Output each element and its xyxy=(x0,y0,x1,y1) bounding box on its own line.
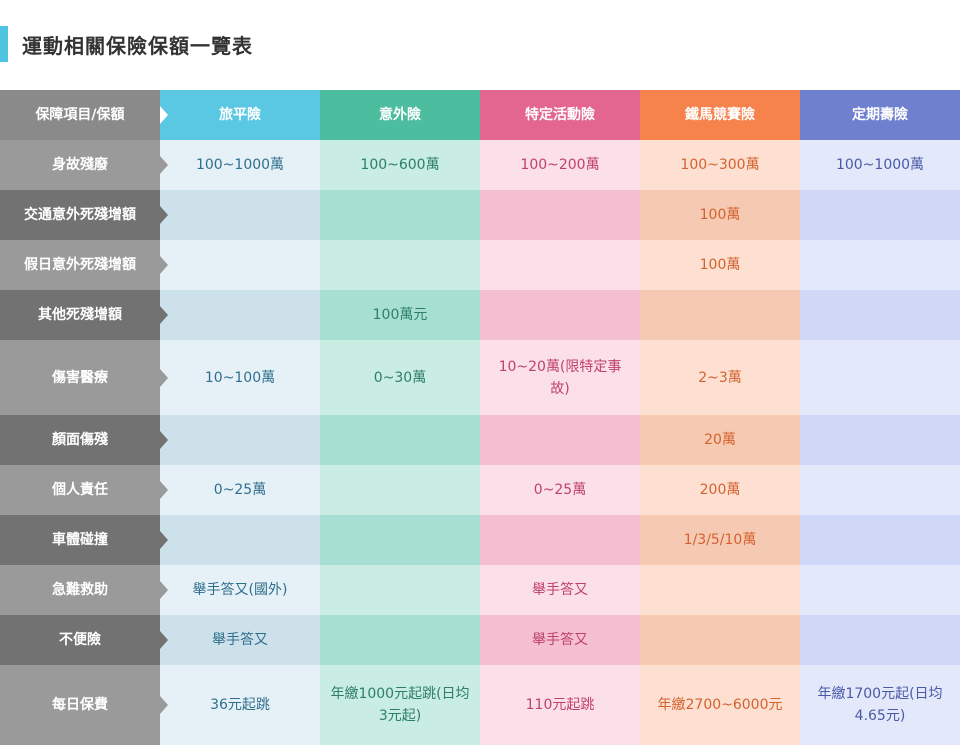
table-cell xyxy=(320,515,480,565)
table-cell xyxy=(480,415,640,465)
header-bike-race-insurance: 鐵馬競賽險 xyxy=(640,90,800,140)
table-cell xyxy=(640,565,800,615)
table-cell xyxy=(800,615,960,665)
header-travel-insurance: 旅平險 xyxy=(160,90,320,140)
table-cell xyxy=(320,465,480,515)
table-cell xyxy=(320,240,480,290)
table-cell xyxy=(320,415,480,465)
table-cell: 10~100萬 xyxy=(160,340,320,415)
table-row: 其他死殘增額 100萬元 xyxy=(0,290,960,340)
header-accident-insurance: 意外險 xyxy=(320,90,480,140)
row-label: 車體碰撞 xyxy=(0,515,168,565)
table-row: 交通意外死殘增額 100萬 xyxy=(0,190,960,240)
table-cell xyxy=(160,515,320,565)
table-cell xyxy=(320,565,480,615)
table-cell: 100萬 xyxy=(640,190,800,240)
table-cell xyxy=(160,240,320,290)
table-cell xyxy=(160,290,320,340)
table-row: 個人責任 0~25萬 0~25萬 200萬 xyxy=(0,465,960,515)
row-label: 其他死殘增額 xyxy=(0,290,168,340)
table-cell xyxy=(160,190,320,240)
table-cell: 110元起跳 xyxy=(480,665,640,745)
coverage-table: 保障項目/保額 旅平險 意外險 特定活動險 鐵馬競賽險 定期壽險 身故殘廢 10… xyxy=(0,90,960,745)
table-cell: 舉手答又 xyxy=(160,615,320,665)
table-cell: 100~1000萬 xyxy=(160,140,320,190)
page-title-block: 運動相關保險保額一覽表 xyxy=(0,26,253,62)
page-title: 運動相關保險保額一覽表 xyxy=(22,33,253,58)
table-cell xyxy=(320,615,480,665)
row-label: 顏面傷殘 xyxy=(0,415,168,465)
table-cell: 36元起跳 xyxy=(160,665,320,745)
table-row: 急難救助 舉手答又(國外) 舉手答又 xyxy=(0,565,960,615)
table-cell: 2~3萬 xyxy=(640,340,800,415)
table-cell: 0~25萬 xyxy=(160,465,320,515)
table-cell: 100~300萬 xyxy=(640,140,800,190)
table-cell xyxy=(800,340,960,415)
row-label: 急難救助 xyxy=(0,565,168,615)
table-cell xyxy=(640,615,800,665)
table-cell: 舉手答又 xyxy=(480,615,640,665)
row-label: 交通意外死殘增額 xyxy=(0,190,168,240)
table-cell xyxy=(640,290,800,340)
table-cell: 舉手答又(國外) xyxy=(160,565,320,615)
table-cell xyxy=(800,415,960,465)
table-row: 車體碰撞 1/3/5/10萬 xyxy=(0,515,960,565)
table-cell: 舉手答又 xyxy=(480,565,640,615)
table-cell: 100萬 xyxy=(640,240,800,290)
table-row: 假日意外死殘增額 100萬 xyxy=(0,240,960,290)
row-label: 個人責任 xyxy=(0,465,168,515)
table-row: 顏面傷殘 20萬 xyxy=(0,415,960,465)
table-cell xyxy=(320,190,480,240)
row-label: 假日意外死殘增額 xyxy=(0,240,168,290)
table-cell: 年繳1000元起跳(日均3元起) xyxy=(320,665,480,745)
header-term-life-insurance: 定期壽險 xyxy=(800,90,960,140)
table-row: 不便險 舉手答又 舉手答又 xyxy=(0,615,960,665)
table-cell: 10~20萬(限特定事故) xyxy=(480,340,640,415)
table-cell: 年繳1700元起(日均4.65元) xyxy=(800,665,960,745)
table-row: 每日保費 36元起跳 年繳1000元起跳(日均3元起) 110元起跳 年繳270… xyxy=(0,665,960,745)
row-label: 身故殘廢 xyxy=(0,140,168,190)
table-cell: 100~200萬 xyxy=(480,140,640,190)
row-label: 不便險 xyxy=(0,615,168,665)
table-cell xyxy=(480,290,640,340)
table-cell: 0~25萬 xyxy=(480,465,640,515)
table-cell: 0~30萬 xyxy=(320,340,480,415)
table-row: 傷害醫療 10~100萬 0~30萬 10~20萬(限特定事故) 2~3萬 xyxy=(0,340,960,415)
table-cell xyxy=(480,190,640,240)
table-cell: 100~1000萬 xyxy=(800,140,960,190)
row-label: 每日保費 xyxy=(0,665,168,745)
header-row: 保障項目/保額 旅平險 意外險 特定活動險 鐵馬競賽險 定期壽險 xyxy=(0,90,960,140)
table-cell: 200萬 xyxy=(640,465,800,515)
table-cell xyxy=(800,465,960,515)
table-cell xyxy=(800,565,960,615)
table-cell xyxy=(800,240,960,290)
table-row: 身故殘廢 100~1000萬 100~600萬 100~200萬 100~300… xyxy=(0,140,960,190)
table-cell xyxy=(160,415,320,465)
header-corner: 保障項目/保額 xyxy=(0,90,168,140)
table-cell xyxy=(800,515,960,565)
table-cell: 1/3/5/10萬 xyxy=(640,515,800,565)
title-accent-bar xyxy=(0,26,8,62)
table-cell: 20萬 xyxy=(640,415,800,465)
table-cell xyxy=(480,515,640,565)
header-activity-insurance: 特定活動險 xyxy=(480,90,640,140)
table-cell xyxy=(480,240,640,290)
row-label: 傷害醫療 xyxy=(0,340,168,415)
table-cell xyxy=(800,290,960,340)
table-cell xyxy=(800,190,960,240)
table-cell: 100萬元 xyxy=(320,290,480,340)
table-cell: 100~600萬 xyxy=(320,140,480,190)
table-cell: 年繳2700~6000元 xyxy=(640,665,800,745)
